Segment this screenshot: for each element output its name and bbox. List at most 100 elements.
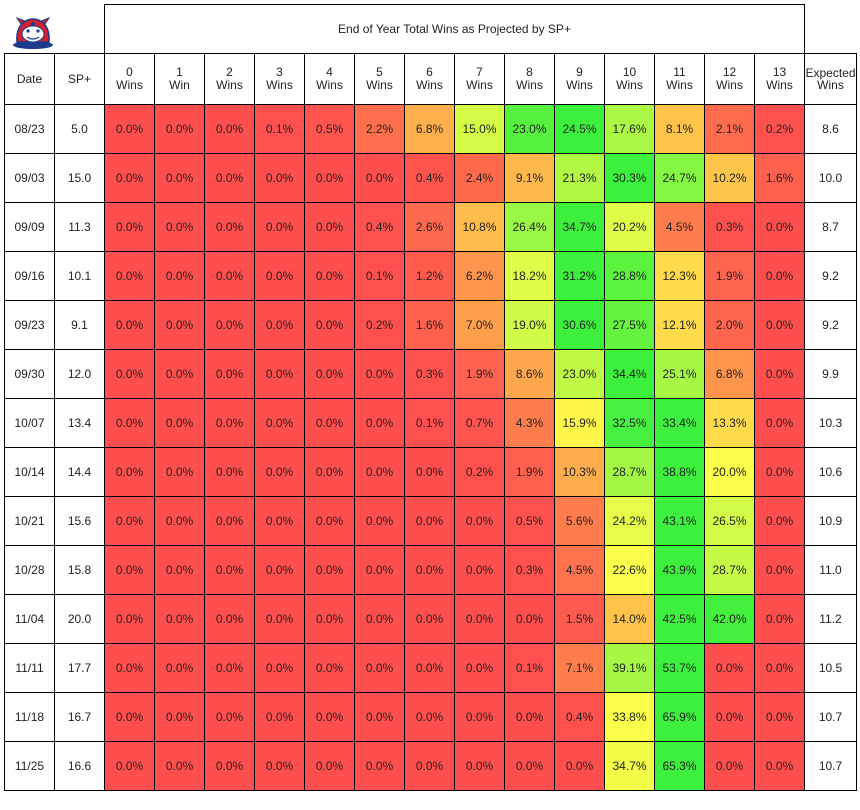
table-row: 09/03 15.0 0.0% 0.0% 0.0% 0.0% 0.0% 0.0% 0.4% 2.4…: [4, 153, 857, 203]
header-wins-7: 7 Wins: [454, 53, 505, 105]
probability-cell: 0.0%: [254, 545, 305, 595]
probability-cell: 0.0%: [154, 594, 205, 644]
header-wins-number: 1: [176, 65, 183, 79]
probability-cell: 0.7%: [454, 398, 505, 448]
header-wins-unit: Wins: [266, 78, 293, 92]
probability-cell: 43.9%: [654, 545, 705, 595]
probability-cell: 0.0%: [304, 741, 355, 791]
probability-cell: 65.3%: [654, 741, 705, 791]
projection-table: End of Year Total Wins as Projected by S…: [4, 4, 857, 791]
probability-cell: 0.0%: [254, 692, 305, 742]
probability-cell: 0.0%: [454, 496, 505, 546]
probability-cell: 0.0%: [354, 741, 405, 791]
probability-cell: 0.0%: [304, 349, 355, 399]
probability-cell: 0.0%: [204, 692, 255, 742]
probability-cell: 0.0%: [104, 153, 155, 203]
probability-cell: 0.0%: [254, 300, 305, 350]
row-expected-wins: 10.6: [804, 447, 857, 497]
probability-cell: 0.0%: [154, 692, 205, 742]
probability-cell: 4.3%: [504, 398, 555, 448]
probability-cell: 0.0%: [304, 153, 355, 203]
row-date: 09/03: [4, 153, 55, 203]
probability-cell: 30.3%: [604, 153, 655, 203]
header-wins-0: 0 Wins: [104, 53, 155, 105]
probability-cell: 12.1%: [654, 300, 705, 350]
probability-cell: 34.4%: [604, 349, 655, 399]
probability-cell: 42.5%: [654, 594, 705, 644]
probability-cell: 0.0%: [754, 300, 805, 350]
probability-cell: 5.6%: [554, 496, 605, 546]
header-wins-11: 11 Wins: [654, 53, 705, 105]
probability-cell: 28.7%: [704, 545, 755, 595]
probability-cell: 0.0%: [304, 594, 355, 644]
probability-cell: 0.0%: [204, 202, 255, 252]
probability-cell: 0.0%: [204, 594, 255, 644]
probability-cell: 0.0%: [254, 447, 305, 497]
probability-cell: 26.5%: [704, 496, 755, 546]
header-wins-4: 4 Wins: [304, 53, 355, 105]
probability-cell: 30.6%: [554, 300, 605, 350]
probability-cell: 20.0%: [704, 447, 755, 497]
probability-cell: 9.1%: [504, 153, 555, 203]
probability-cell: 0.0%: [554, 741, 605, 791]
header-wins-unit: Wins: [416, 78, 443, 92]
table-row: 09/23 9.1 0.0% 0.0% 0.0% 0.0% 0.0% 0.2% 1.6% 7.0%…: [4, 300, 857, 350]
probability-cell: 0.1%: [504, 643, 555, 693]
probability-cell: 0.0%: [404, 594, 455, 644]
header-wins-5: 5 Wins: [354, 53, 405, 105]
table-row: 10/14 14.4 0.0% 0.0% 0.0% 0.0% 0.0% 0.0% 0.0% 0.2…: [4, 447, 857, 497]
probability-cell: 24.2%: [604, 496, 655, 546]
probability-cell: 2.0%: [704, 300, 755, 350]
probability-cell: 0.0%: [154, 104, 205, 154]
probability-cell: 0.0%: [254, 202, 305, 252]
probability-cell: 0.0%: [454, 741, 505, 791]
probability-cell: 0.0%: [754, 741, 805, 791]
table-row: 10/28 15.8 0.0% 0.0% 0.0% 0.0% 0.0% 0.0% 0.0% 0.0…: [4, 545, 857, 595]
row-sp: 17.7: [54, 643, 105, 693]
probability-cell: 8.1%: [654, 104, 705, 154]
probability-cell: 0.0%: [754, 251, 805, 301]
probability-cell: 38.8%: [654, 447, 705, 497]
probability-cell: 0.0%: [304, 202, 355, 252]
row-sp: 10.1: [54, 251, 105, 301]
bulldog-logo-icon: [8, 12, 58, 50]
probability-cell: 13.3%: [704, 398, 755, 448]
probability-cell: 23.0%: [554, 349, 605, 399]
probability-cell: 0.0%: [354, 643, 405, 693]
probability-cell: 10.8%: [454, 202, 505, 252]
probability-cell: 0.0%: [404, 741, 455, 791]
header-wins-unit: Win: [169, 78, 190, 92]
row-expected-wins: 10.9: [804, 496, 857, 546]
header-wins-13: 13 Wins: [754, 53, 805, 105]
header-wins-number: 0: [126, 65, 133, 79]
probability-cell: 0.0%: [104, 300, 155, 350]
probability-cell: 0.0%: [354, 545, 405, 595]
row-date: 10/28: [4, 545, 55, 595]
probability-cell: 22.6%: [604, 545, 655, 595]
probability-cell: 0.0%: [704, 741, 755, 791]
probability-cell: 0.0%: [154, 496, 205, 546]
probability-cell: 0.0%: [104, 692, 155, 742]
header-wins-unit: Wins: [516, 78, 543, 92]
row-expected-wins: 10.3: [804, 398, 857, 448]
row-date: 11/11: [4, 643, 55, 693]
probability-cell: 32.5%: [604, 398, 655, 448]
table-row: 11/25 16.6 0.0% 0.0% 0.0% 0.0% 0.0% 0.0% 0.0% 0.0…: [4, 741, 857, 791]
probability-cell: 1.9%: [454, 349, 505, 399]
probability-cell: 0.2%: [454, 447, 505, 497]
probability-cell: 7.0%: [454, 300, 505, 350]
probability-cell: 0.0%: [754, 496, 805, 546]
probability-cell: 0.0%: [304, 251, 355, 301]
probability-cell: 8.6%: [504, 349, 555, 399]
probability-cell: 0.0%: [154, 300, 205, 350]
header-wins-3: 3 Wins: [254, 53, 305, 105]
header-wins-number: 10: [622, 65, 637, 79]
header-wins-number: 12: [722, 65, 737, 79]
probability-cell: 25.1%: [654, 349, 705, 399]
table-row: 08/23 5.0 0.0% 0.0% 0.0% 0.1% 0.5% 2.2% 6.8% 15.0…: [4, 104, 857, 154]
probability-cell: 0.0%: [204, 447, 255, 497]
probability-cell: 0.0%: [254, 153, 305, 203]
probability-cell: 21.3%: [554, 153, 605, 203]
probability-cell: 0.4%: [354, 202, 405, 252]
probability-cell: 0.0%: [154, 447, 205, 497]
